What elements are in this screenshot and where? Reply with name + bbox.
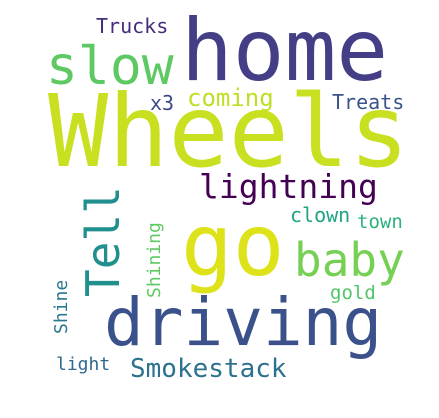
- word-shine: Shine: [51, 279, 72, 334]
- word-light: light: [56, 354, 111, 375]
- word-lightning: lightning: [199, 167, 378, 206]
- word-smokestack: Smokestack: [130, 354, 287, 384]
- word-tell: Tell: [76, 186, 130, 297]
- word-treats: Treats: [332, 90, 405, 114]
- word-town: town: [357, 211, 403, 233]
- word-wheels: Wheels: [48, 73, 410, 190]
- word-trucks: Trucks: [96, 14, 169, 38]
- word-home: home: [181, 1, 389, 101]
- word-driving: driving: [104, 284, 383, 361]
- word-baby: baby: [294, 233, 405, 287]
- word-gold: gold: [330, 282, 376, 304]
- word-x3: x3: [150, 91, 175, 115]
- word-clown: clown: [290, 203, 351, 227]
- word-go: go: [181, 196, 285, 296]
- word-slow: slow: [46, 36, 174, 97]
- word-coming: coming: [187, 84, 274, 112]
- word-shining: Shining: [144, 222, 165, 298]
